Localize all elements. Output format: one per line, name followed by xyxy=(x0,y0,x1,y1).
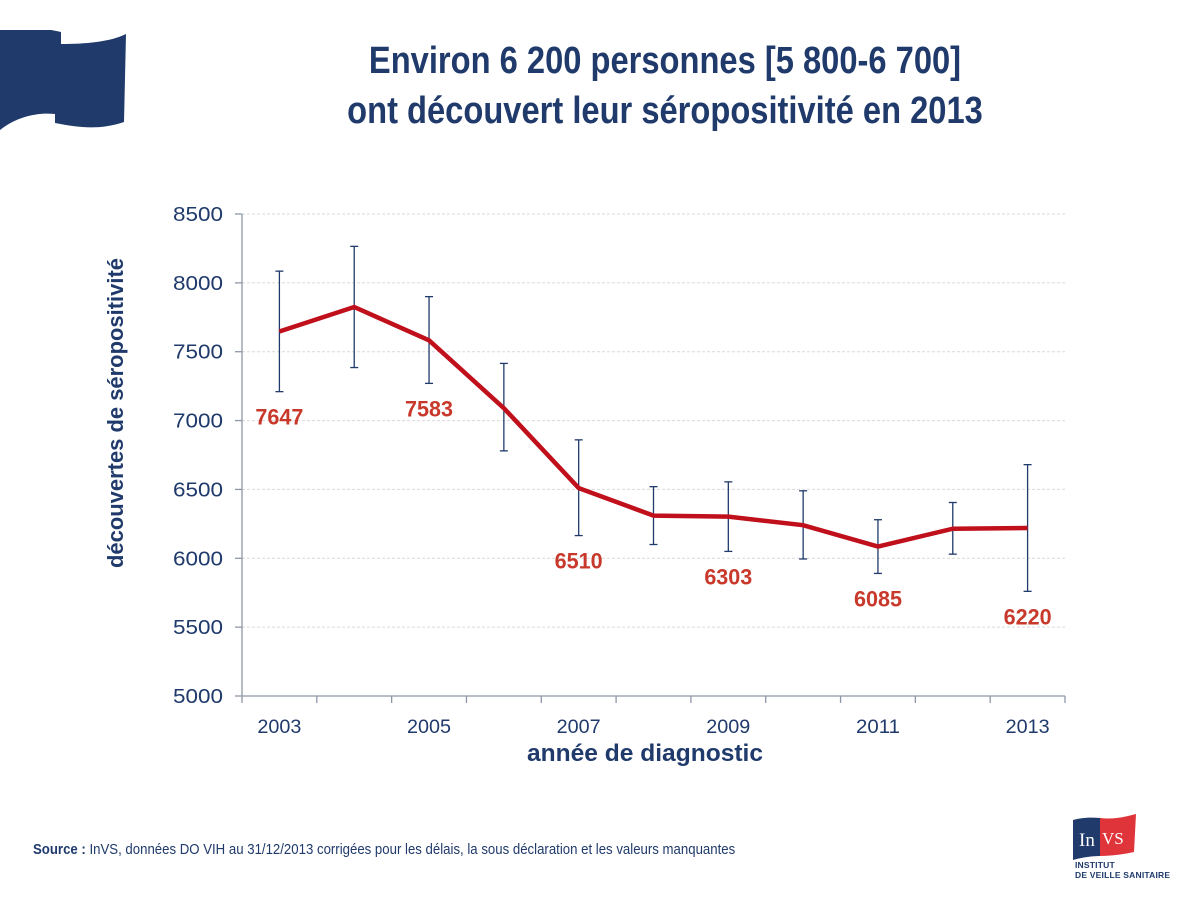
y-tick-label: 5500 xyxy=(173,617,223,639)
logo-mark-vs: VS xyxy=(1102,829,1124,848)
data-label: 6085 xyxy=(854,586,902,611)
source-text: InVS, données DO VIH au 31/12/2013 corri… xyxy=(85,841,736,858)
y-tick-label: 5000 xyxy=(173,686,223,708)
logo-mark: In xyxy=(1079,830,1095,851)
y-tick-label: 6000 xyxy=(173,548,223,570)
data-label: 6220 xyxy=(1004,604,1052,629)
y-axis-title: découvertes de séropositivité xyxy=(103,258,128,568)
data-label: 6303 xyxy=(704,564,752,589)
source-note: Source : InVS, données DO VIH au 31/12/2… xyxy=(33,841,735,858)
x-tick-label: 2005 xyxy=(407,717,451,738)
logo-caption: INSTITUT DE VEILLE SANITAIRE xyxy=(1075,860,1170,880)
data-label: 7583 xyxy=(405,396,453,421)
y-tick-label: 6500 xyxy=(173,479,223,501)
title-line-2: ont découvert leur séropositivité en 201… xyxy=(347,90,983,132)
logo-line-1: INSTITUT xyxy=(1075,860,1115,870)
y-tick-label: 7500 xyxy=(173,342,223,364)
invs-logo: In VS xyxy=(1073,814,1136,860)
slide-title: Environ 6 200 personnes [5 800-6 700] on… xyxy=(265,36,1065,136)
logo-line-2: DE VEILLE SANITAIRE xyxy=(1075,870,1171,880)
x-tick-label: 2003 xyxy=(257,717,301,738)
x-tick-label: 2013 xyxy=(1006,717,1050,738)
data-label: 6510 xyxy=(555,549,603,574)
x-axis-title: année de diagnostic xyxy=(527,740,763,767)
x-tick-label: 2007 xyxy=(557,717,601,738)
y-tick-label: 7000 xyxy=(173,411,223,433)
title-line-1: Environ 6 200 personnes [5 800-6 700] xyxy=(368,40,962,82)
flag-icon xyxy=(0,30,126,130)
y-tick-label: 8500 xyxy=(173,204,223,226)
data-label: 7647 xyxy=(255,405,303,430)
x-tick-label: 2011 xyxy=(856,717,900,738)
y-tick-label: 8000 xyxy=(173,273,223,295)
x-tick-label: 2009 xyxy=(706,717,750,738)
source-label: Source : xyxy=(33,841,86,858)
